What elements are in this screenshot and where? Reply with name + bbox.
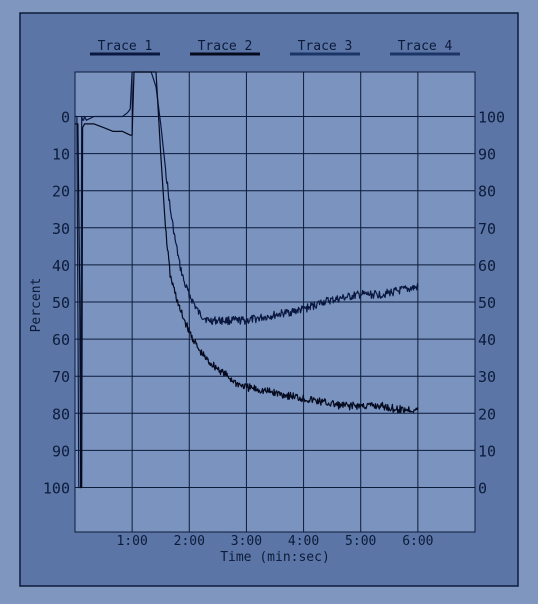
x-tick-label: 3:00: [231, 534, 262, 549]
left-tick-label: 20: [52, 183, 70, 201]
right-tick-label: 80: [478, 183, 496, 201]
x-tick-label: 6:00: [402, 534, 433, 549]
legend-label[interactable]: Trace 2: [198, 39, 253, 54]
left-tick-label: 40: [52, 257, 70, 275]
right-tick-label: 0: [478, 479, 487, 497]
left-tick-label: 100: [43, 479, 70, 497]
left-tick-label: 0: [61, 109, 70, 127]
x-tick-label: 1:00: [116, 534, 147, 549]
right-tick-label: 20: [478, 405, 496, 423]
right-tick-label: 60: [478, 257, 496, 275]
right-tick-label: 40: [478, 331, 496, 349]
trace-line: [75, 71, 419, 489]
right-tick-label: 100: [478, 109, 505, 127]
left-tick-label: 10: [52, 146, 70, 164]
left-tick-label: 70: [52, 368, 70, 386]
left-tick-label: 80: [52, 405, 70, 423]
x-tick-label: 4:00: [288, 534, 319, 549]
right-tick-label: 50: [478, 294, 496, 312]
left-tick-label: 30: [52, 220, 70, 238]
left-tick-label: 90: [52, 442, 70, 460]
trace-line: [75, 71, 419, 489]
x-axis-label: Time (min:sec): [220, 550, 330, 565]
x-tick-label: 2:00: [174, 534, 205, 549]
legend-label[interactable]: Trace 4: [398, 39, 453, 54]
right-tick-label: 30: [478, 368, 496, 386]
left-tick-label: 60: [52, 331, 70, 349]
legend: Trace 1 Trace 2 Trace 3 Trace 4: [90, 39, 460, 56]
legend-label[interactable]: Trace 3: [298, 39, 353, 54]
legend-label[interactable]: Trace 1: [98, 39, 153, 54]
y-axis-label: Percent: [29, 278, 44, 333]
right-tick-label: 10: [478, 442, 496, 460]
left-tick-label: 50: [52, 294, 70, 312]
right-tick-label: 70: [478, 220, 496, 238]
x-tick-label: 5:00: [345, 534, 376, 549]
right-tick-label: 90: [478, 146, 496, 164]
